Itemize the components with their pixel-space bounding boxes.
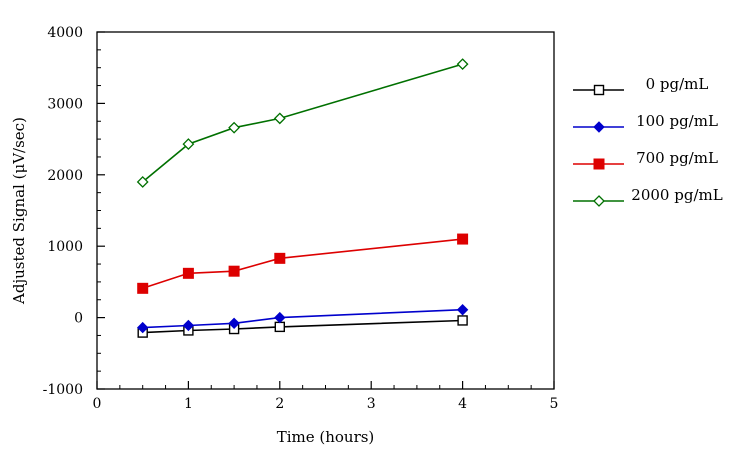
data-point [273, 112, 286, 125]
series-4 [136, 58, 469, 188]
y-tick-label: 1000 [47, 239, 83, 255]
data-point [182, 267, 194, 279]
series-3 [137, 233, 469, 294]
y-axis-title: Adjusted Signal (μV/sec) [10, 117, 28, 305]
legend-item: 0 pg/mL [573, 75, 709, 96]
y-tick-label: -1000 [43, 382, 83, 398]
x-tick-label: 3 [367, 396, 376, 412]
x-axis-title: Time (hours) [277, 428, 375, 446]
data-point [136, 321, 149, 334]
series-2 [136, 304, 469, 334]
data-point [457, 315, 468, 326]
data-point [137, 282, 149, 294]
y-tick-label: 0 [74, 311, 83, 327]
data-point [274, 311, 286, 324]
legend-label: 100 pg/mL [636, 112, 718, 130]
legend-item: 100 pg/mL [573, 112, 718, 133]
legend: 0 pg/mL 100 pg/mL 700 pg/mL 2000 pg/mL [573, 75, 723, 207]
x-tick-label: 0 [93, 396, 102, 412]
plot-series [136, 58, 469, 338]
axes: -1000 0 1000 2000 3000 4000 0 1 2 3 4 5 [43, 25, 559, 412]
data-point [274, 321, 285, 333]
series-line [142, 63, 463, 183]
legend-marker [593, 158, 605, 170]
data-point [457, 233, 469, 245]
x-tick-label: 1 [184, 396, 193, 412]
legend-marker [593, 84, 605, 96]
x-tick-label: 4 [458, 396, 467, 412]
y-tick-label: 4000 [47, 25, 83, 41]
plot-frame [96, 31, 555, 390]
legend-label: 700 pg/mL [636, 149, 718, 167]
data-point [228, 317, 240, 330]
series-line [142, 238, 463, 290]
legend-item: 2000 pg/mL [573, 186, 723, 207]
legend-label: 0 pg/mL [646, 75, 709, 93]
legend-marker [593, 121, 605, 133]
x-tick-label: 5 [550, 396, 559, 412]
legend-item: 700 pg/mL [573, 149, 718, 170]
y-tick-label: 3000 [47, 96, 83, 112]
legend-label: 2000 pg/mL [631, 186, 722, 204]
y-tick-label: 2000 [47, 168, 83, 184]
data-point [182, 319, 195, 332]
x-tick-label: 2 [275, 396, 284, 412]
data-point [136, 176, 149, 188]
data-point [228, 121, 241, 134]
data-point [228, 265, 240, 277]
data-point [182, 138, 195, 151]
data-point [456, 58, 469, 71]
data-point [274, 252, 286, 264]
data-point [456, 304, 469, 316]
legend-marker [593, 195, 605, 207]
